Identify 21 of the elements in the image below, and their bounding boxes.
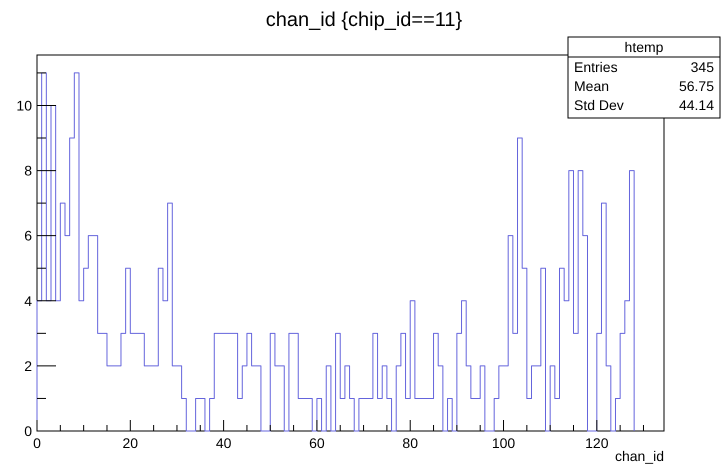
annotation: Mean xyxy=(574,78,610,94)
y-tick-label: 0 xyxy=(24,423,32,439)
y-tick-label: 2 xyxy=(24,358,32,374)
annotation: Std Dev xyxy=(574,97,624,113)
y-tick-label: 10 xyxy=(16,97,32,114)
x-tick-label: 80 xyxy=(402,435,418,451)
x-axis-title: chan_id xyxy=(614,448,664,464)
x-tick-label: 20 xyxy=(122,435,138,451)
text: 345 xyxy=(690,59,714,75)
y-tick-label: 6 xyxy=(24,228,32,244)
x-tick-label: 40 xyxy=(216,435,232,451)
x-tick-label: 120 xyxy=(585,435,609,451)
y-tick-label: 8 xyxy=(24,162,32,179)
text: 56.75 xyxy=(678,78,714,94)
chart-title: chan_id {chip_id==11} xyxy=(266,9,463,31)
annotation: Entries xyxy=(574,59,618,75)
y-tick-label: 4 xyxy=(24,292,32,309)
x-tick-label: 60 xyxy=(309,435,325,451)
text: 44.14 xyxy=(678,97,714,113)
x-tick-label: 100 xyxy=(492,435,516,451)
annotation: htemp xyxy=(624,39,664,55)
